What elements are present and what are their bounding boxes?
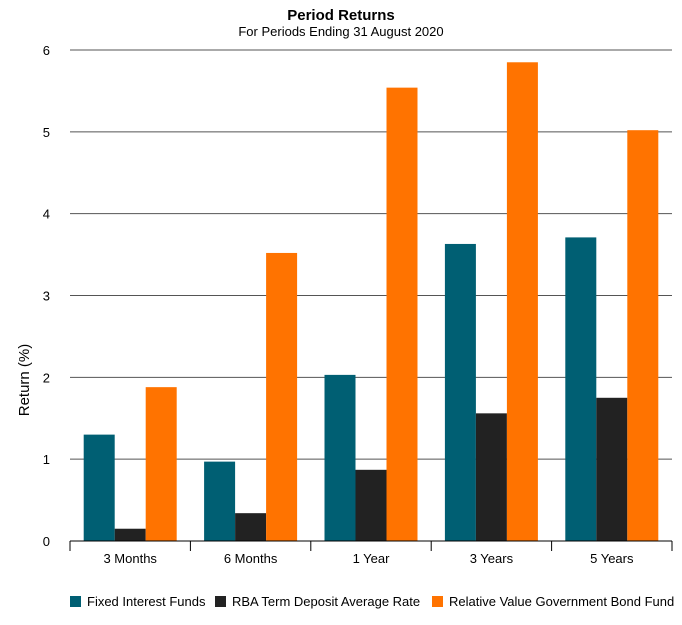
bar: [83, 434, 115, 541]
x-tick-label: 5 Years: [590, 551, 634, 566]
bar: [565, 237, 597, 542]
y-tick-label: 1: [43, 452, 50, 467]
x-tick-label: 3 Years: [470, 551, 514, 566]
axes: 0 1 2 3 4 5 6 3 Months 6 Months 1 Year 3 Years 5 Ye…: [43, 43, 673, 566]
bar: [204, 461, 236, 541]
y-axis-label: Return (%): [16, 344, 33, 417]
bar: [355, 469, 387, 541]
x-tick-label: 1 Year: [353, 551, 391, 566]
bar: [627, 130, 659, 542]
legend-label: Fixed Interest Funds: [87, 594, 206, 609]
bar: [444, 243, 476, 541]
legend-swatch: [215, 596, 226, 607]
bars: [83, 62, 659, 542]
chart-title: Period Returns: [287, 7, 395, 24]
legend-label: Relative Value Government Bond Fund: [449, 594, 674, 609]
legend-label: RBA Term Deposit Average Rate: [232, 594, 420, 609]
y-tick-label: 6: [43, 43, 50, 58]
bar: [324, 374, 356, 541]
y-tick-label: 3: [43, 289, 50, 304]
bar: [235, 513, 267, 541]
y-tick-label: 2: [43, 370, 50, 385]
y-tick-label: 0: [43, 534, 50, 549]
legend-swatch: [432, 596, 443, 607]
legend: Fixed Interest Funds RBA Term Deposit Ave…: [70, 594, 674, 609]
bar: [596, 397, 628, 541]
chart-subtitle: For Periods Ending 31 August 2020: [238, 24, 443, 39]
bar: [114, 528, 146, 541]
x-tick-label: 6 Months: [224, 551, 278, 566]
bar: [386, 87, 418, 541]
y-tick-label: 4: [43, 207, 50, 222]
y-tick-label: 5: [43, 125, 50, 140]
legend-swatch: [70, 596, 81, 607]
bar: [266, 252, 298, 542]
bar: [506, 62, 538, 542]
x-tick-label: 3 Months: [103, 551, 157, 566]
bar: [145, 387, 177, 541]
bar: [475, 413, 507, 541]
